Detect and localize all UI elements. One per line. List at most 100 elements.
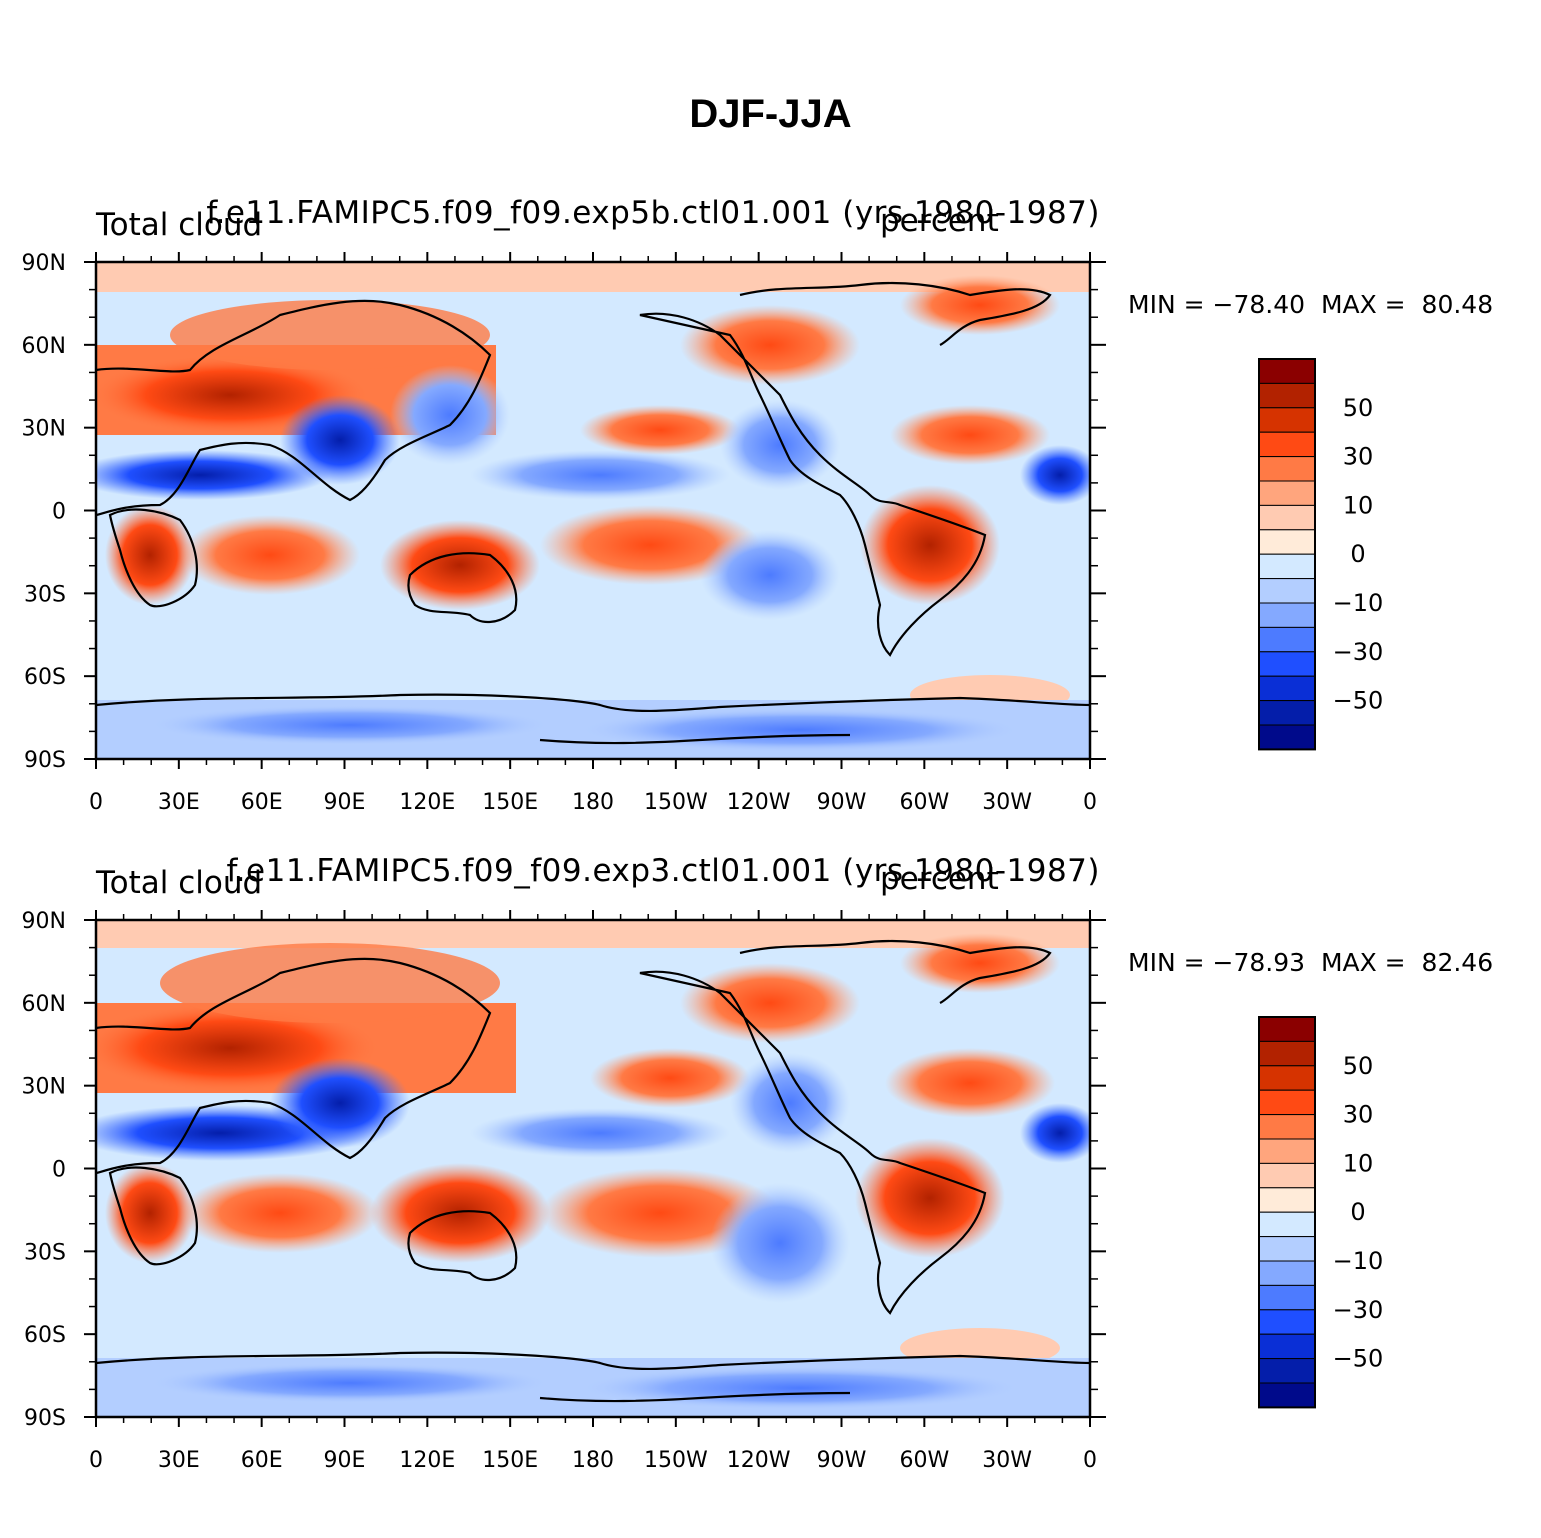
- lat-tick-label: 90N: [22, 251, 66, 276]
- lon-tick-label: 120E: [399, 1448, 455, 1473]
- colorbar-swatch: [1258, 407, 1316, 433]
- colorbar-label: 10: [1343, 1149, 1374, 1177]
- min-max-stats-2: MIN = −78.93 MAX = 82.46: [1128, 948, 1493, 977]
- lon-tick-label: 90W: [817, 1448, 867, 1473]
- lon-tick-label: 150E: [482, 790, 538, 815]
- colorbar-swatch: [1258, 1016, 1316, 1042]
- lon-tick-label: 30E: [158, 1448, 200, 1473]
- colorbar-label: 50: [1343, 394, 1374, 422]
- colorbar-label: 30: [1343, 443, 1374, 471]
- colorbar-label: −50: [1333, 687, 1384, 715]
- lat-tick-label: 90S: [24, 748, 66, 773]
- colorbar-swatch: [1258, 1040, 1316, 1067]
- lon-tick-label: 0: [89, 790, 103, 815]
- units-label-1: percent: [880, 203, 999, 239]
- lon-tick-label: 60E: [241, 790, 283, 815]
- colorbar-swatch: [1258, 456, 1316, 482]
- lat-tick-label: 30S: [24, 1240, 66, 1265]
- lon-ticks-2: 0 30E 60E 90E 120E 150E 180 150W 120W 90W 60W 30W 0: [89, 910, 1097, 1473]
- colorbar-swatch: [1258, 1358, 1316, 1384]
- colorbar-swatch: [1258, 431, 1316, 458]
- lon-tick-label: 60E: [241, 1448, 283, 1473]
- lat-ticks-1: 90N 60N 30N 0 30S 60S 90S: [22, 251, 1106, 773]
- lon-tick-label: 150W: [644, 790, 708, 815]
- lon-ticks-1: 0 30E 60E 90E 120E 150E 180 150W 120W 90W 60W 30W 0: [89, 252, 1097, 815]
- colorbar-label: −30: [1333, 638, 1384, 666]
- colorbar-1: 50 30 10 0 −10 −30 −50: [1258, 358, 1384, 751]
- lon-tick-label: 60W: [899, 790, 949, 815]
- max-label-1: MAX =: [1320, 290, 1406, 319]
- colorbar-label: −50: [1333, 1345, 1384, 1373]
- colorbar-swatch: [1258, 1309, 1316, 1335]
- colorbar-swatch: [1258, 578, 1316, 604]
- lat-ticks-2: 90N 60N 30N 0 30S 60S 90S: [22, 909, 1106, 1431]
- case-title-1: f.e11.FAMIPC5.f09_f09.exp5b.ctl01.001 (y…: [206, 195, 1100, 231]
- min-value-1: −78.40: [1212, 290, 1306, 319]
- colorbar-swatch: [1258, 1065, 1316, 1091]
- map-plot-1: 0 30E 60E 90E 120E 150E 180 150W 120W 90W 60W 30W 0 …: [22, 251, 1106, 815]
- colorbar-swatch: [1258, 626, 1316, 653]
- colorbar-swatch: [1258, 504, 1316, 531]
- colorbar-swatch: [1258, 1114, 1316, 1140]
- lon-tick-label: 90E: [324, 790, 366, 815]
- colorbar-swatch: [1258, 1089, 1316, 1116]
- lon-tick-label: 120E: [399, 790, 455, 815]
- lon-tick-label: 120W: [727, 1448, 791, 1473]
- colorbar-swatch: [1258, 1260, 1316, 1286]
- colorbar-label: 10: [1343, 491, 1374, 519]
- lon-tick-label: 90W: [817, 790, 867, 815]
- colorbar-label: −10: [1333, 1247, 1384, 1275]
- map-plot-2: 0 30E 60E 90E 120E 150E 180 150W 120W 90W 60W 30W 0 …: [22, 909, 1106, 1473]
- max-value-2: 82.46: [1421, 948, 1494, 977]
- cloud-field-1: [96, 262, 1090, 759]
- lat-tick-label: 60N: [22, 334, 66, 359]
- coastlines-2: [96, 939, 1090, 1403]
- colorbar-swatch: [1258, 1284, 1316, 1311]
- min-max-stats-1: MIN = −78.40 MAX = 80.48: [1128, 290, 1493, 319]
- colorbar-label: −10: [1333, 589, 1384, 617]
- colorbar-swatch: [1258, 1162, 1316, 1189]
- colorbar-swatch: [1258, 529, 1316, 555]
- coastlines-1: [96, 281, 1090, 745]
- lon-tick-label: 60W: [899, 1448, 949, 1473]
- max-value-1: 80.48: [1421, 290, 1494, 319]
- colorbar-swatch: [1258, 480, 1316, 506]
- cloud-field-2: [96, 920, 1090, 1417]
- colorbar-2: 50 30 10 0 −10 −30 −50: [1258, 1016, 1384, 1409]
- lat-tick-label: 30N: [22, 417, 66, 442]
- min-label-2: MIN =: [1128, 948, 1205, 977]
- units-label-2: percent: [880, 861, 999, 897]
- case-title-2: f.e11.FAMIPC5.f09_f09.exp3.ctl01.001 (yr…: [226, 853, 1100, 889]
- lon-tick-label: 150E: [482, 1448, 538, 1473]
- colorbar-swatch: [1258, 700, 1316, 726]
- colorbar-swatch: [1258, 602, 1316, 628]
- colorbar-swatch: [1258, 651, 1316, 677]
- colorbar-swatch: [1258, 1333, 1316, 1360]
- lat-tick-label: 30N: [22, 1075, 66, 1100]
- lat-tick-label: 0: [52, 500, 66, 525]
- lat-tick-label: 60S: [24, 665, 66, 690]
- lon-tick-label: 180: [572, 790, 614, 815]
- lon-tick-label: 150W: [644, 1448, 708, 1473]
- colorbar-swatch: [1258, 1211, 1316, 1238]
- colorbar-label: 0: [1350, 1198, 1365, 1226]
- colorbar-swatch: [1258, 724, 1316, 750]
- lat-tick-label: 90S: [24, 1406, 66, 1431]
- min-label-1: MIN =: [1128, 290, 1205, 319]
- figure-title: DJF-JJA: [689, 92, 852, 136]
- lon-tick-label: 30E: [158, 790, 200, 815]
- lon-tick-label: 0: [89, 1448, 103, 1473]
- lon-tick-label: 180: [572, 1448, 614, 1473]
- colorbar-swatch: [1258, 553, 1316, 580]
- colorbar-swatch: [1258, 358, 1316, 384]
- lon-tick-label: 30W: [982, 1448, 1032, 1473]
- lat-tick-label: 60S: [24, 1323, 66, 1348]
- colorbar-swatch: [1258, 675, 1316, 702]
- lon-tick-label: 0: [1083, 1448, 1097, 1473]
- lon-tick-label: 90E: [324, 1448, 366, 1473]
- lat-tick-label: 30S: [24, 582, 66, 607]
- colorbar-label: 30: [1343, 1101, 1374, 1129]
- max-label-2: MAX =: [1320, 948, 1406, 977]
- lat-tick-label: 0: [52, 1158, 66, 1183]
- lon-tick-label: 0: [1083, 790, 1097, 815]
